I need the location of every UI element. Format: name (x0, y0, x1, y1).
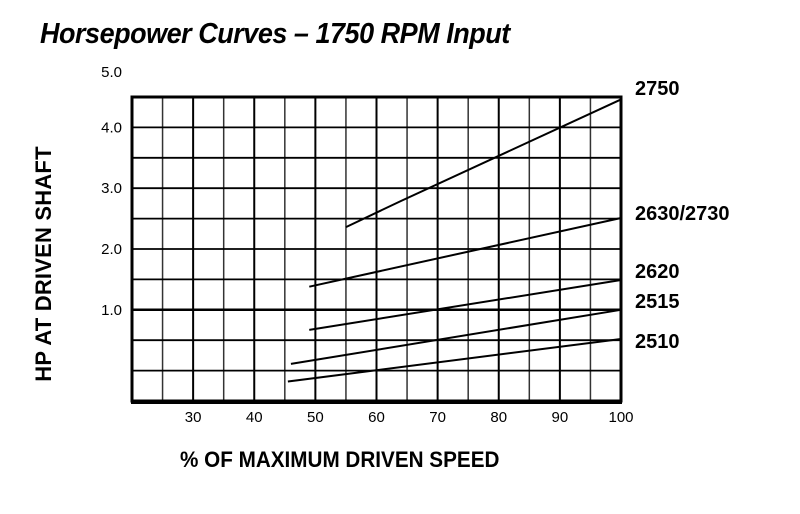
y-tick-label: 3.0 (101, 180, 122, 197)
x-tick-label: 40 (246, 409, 263, 426)
x-tick-label: 100 (608, 409, 633, 426)
y-tick-label: 5.0 (101, 64, 122, 81)
plot-frame (130, 95, 623, 404)
series-line (345, 98, 622, 229)
y-tick-label: 1.0 (101, 302, 122, 319)
series-label: 2515 (635, 291, 680, 313)
y-tick-label: 2.0 (101, 241, 122, 258)
series-line (309, 279, 622, 331)
x-axis-label: % OF MAXIMUM DRIVEN SPEED (180, 447, 500, 472)
chart-title: Horsepower Curves – 1750 RPM Input (40, 18, 510, 50)
x-tick-label: 50 (307, 409, 324, 426)
series-label: 2750 (635, 78, 680, 100)
series-label: 2510 (635, 331, 680, 353)
x-tick-label: 80 (490, 409, 507, 426)
series-line (309, 217, 622, 288)
series-line (287, 337, 622, 383)
x-tick-label: 70 (429, 409, 446, 426)
series-label: 2630/2730 (635, 203, 730, 225)
x-tick-label: 30 (185, 409, 202, 426)
x-tick-label: 90 (552, 409, 569, 426)
y-tick-labels: 1.0 2.0 3.0 4.0 5.0 (101, 64, 122, 319)
series-lines (287, 98, 622, 383)
series-line (290, 308, 622, 365)
x-tick-labels: 30 40 50 60 70 80 90 100 (185, 409, 634, 426)
series-label: 2620 (635, 261, 680, 283)
grid-lines (132, 97, 621, 401)
y-tick-label: 4.0 (101, 119, 122, 136)
x-tick-label: 60 (368, 409, 385, 426)
series-labels: 2750 2630/2730 2620 2515 2510 (635, 78, 730, 353)
